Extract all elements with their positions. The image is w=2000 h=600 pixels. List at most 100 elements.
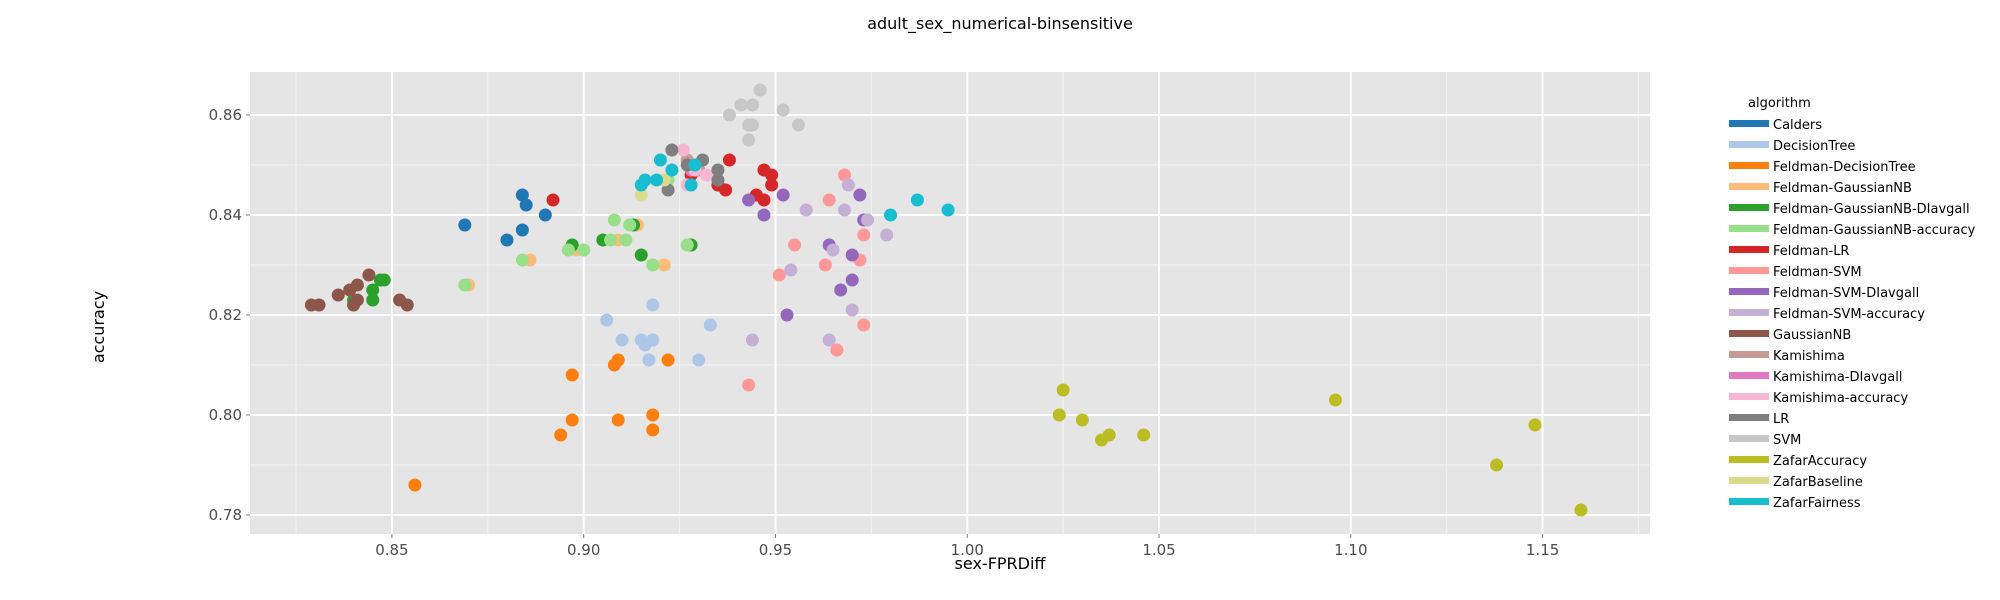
data-point — [830, 343, 844, 357]
legend-swatch — [1729, 414, 1769, 421]
legend-swatch — [1729, 204, 1769, 211]
legend-swatch — [1729, 456, 1769, 463]
data-point — [742, 193, 756, 207]
data-point — [377, 273, 391, 287]
data-point — [788, 238, 802, 252]
data-point — [634, 248, 648, 262]
legend-label: GaussianNB — [1773, 328, 1851, 343]
data-point — [604, 233, 618, 247]
data-point — [1102, 428, 1116, 442]
legend-label: Feldman-LR — [1773, 244, 1849, 259]
legend-label: LR — [1773, 412, 1789, 427]
data-point — [458, 278, 472, 292]
x-axis-title: sex-FPRDiff — [955, 554, 1047, 573]
data-point — [515, 253, 529, 267]
data-point — [634, 188, 648, 202]
legend-label: DecisionTree — [1773, 139, 1855, 154]
y-tick-label: 0.86 — [209, 106, 242, 124]
data-point — [745, 333, 759, 347]
legend-swatch — [1729, 330, 1769, 337]
data-point — [458, 218, 472, 232]
data-point — [600, 313, 614, 327]
data-point — [838, 168, 852, 182]
data-point — [546, 193, 560, 207]
chart-title: adult_sex_numerical-binsensitive — [867, 14, 1133, 34]
data-point — [408, 478, 422, 492]
data-point — [366, 283, 380, 297]
data-point — [742, 378, 756, 392]
data-point — [757, 193, 771, 207]
data-point — [1137, 428, 1151, 442]
data-point — [653, 153, 667, 167]
data-point — [500, 233, 514, 247]
data-point — [699, 168, 713, 182]
data-point — [1528, 418, 1542, 432]
y-axis-title: accuracy — [89, 291, 108, 363]
legend-label: Feldman-DecisionTree — [1773, 160, 1916, 175]
plot-panel — [250, 72, 1650, 534]
legend-label: Kamishima-DIavgall — [1773, 370, 1902, 385]
data-point — [765, 178, 779, 192]
legend-label: ZafarBaseline — [1773, 475, 1863, 490]
y-tick-label: 0.78 — [209, 506, 242, 524]
data-point — [753, 83, 767, 97]
data-point — [1056, 383, 1070, 397]
data-point — [665, 163, 679, 177]
data-point — [400, 298, 414, 312]
data-point — [722, 153, 736, 167]
data-point — [857, 318, 871, 332]
legend-swatch — [1729, 288, 1769, 295]
legend-swatch — [1729, 225, 1769, 232]
legend-swatch — [1729, 435, 1769, 442]
data-point — [722, 108, 736, 122]
y-axis-ticks: 0.78 0.80 0.82 0.84 0.86 — [209, 106, 250, 524]
x-tick-label: 1.15 — [1526, 541, 1559, 559]
legend-label: SVM — [1773, 433, 1801, 448]
data-point — [791, 118, 805, 132]
data-point — [745, 98, 759, 112]
x-tick-label: 1.10 — [1334, 541, 1367, 559]
data-point — [650, 173, 664, 187]
data-point — [1574, 503, 1588, 517]
data-point — [853, 188, 867, 202]
data-point — [845, 273, 859, 287]
data-point — [838, 203, 852, 217]
data-point — [665, 143, 679, 157]
data-point — [646, 408, 660, 422]
data-point — [845, 248, 859, 262]
legend: algorithm Calders DecisionTree Feldman-Dec… — [1729, 96, 1976, 511]
data-point — [515, 188, 529, 202]
data-point — [688, 158, 702, 172]
x-tick-label: 1.00 — [951, 541, 984, 559]
data-point — [772, 268, 786, 282]
data-point — [642, 353, 656, 367]
data-point — [646, 258, 660, 272]
legend-swatch — [1729, 498, 1769, 505]
data-point — [1328, 393, 1342, 407]
x-axis-ticks: 0.85 0.90 0.95 1.00 1.05 1.10 1.15 — [375, 534, 1559, 559]
data-point — [826, 243, 840, 257]
data-point — [1075, 413, 1089, 427]
data-point — [799, 203, 813, 217]
x-tick-label: 0.90 — [567, 541, 600, 559]
legend-label: Feldman-SVM-accuracy — [1773, 307, 1925, 322]
x-tick-label: 1.05 — [1142, 541, 1175, 559]
legend-label: ZafarFairness — [1773, 496, 1861, 511]
data-point — [776, 103, 790, 117]
data-point — [703, 318, 717, 332]
data-point — [312, 298, 326, 312]
data-point — [538, 208, 552, 222]
legend-swatch — [1729, 183, 1769, 190]
data-point — [646, 298, 660, 312]
data-point — [841, 178, 855, 192]
data-point — [646, 333, 660, 347]
data-point — [561, 243, 575, 257]
data-point — [776, 188, 790, 202]
legend-swatch — [1729, 372, 1769, 379]
data-point — [880, 228, 894, 242]
data-point — [745, 118, 759, 132]
y-tick-label: 0.82 — [209, 306, 242, 324]
data-point — [780, 308, 794, 322]
data-point — [661, 183, 675, 197]
